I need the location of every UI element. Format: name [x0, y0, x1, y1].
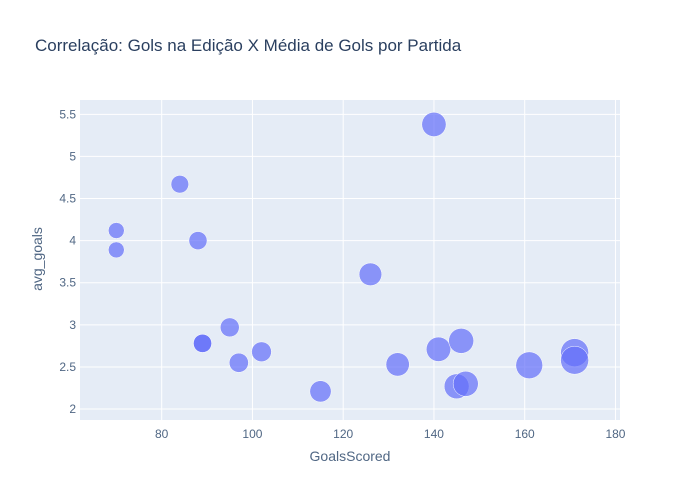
y-tick-label: 2 — [69, 402, 76, 416]
data-point — [251, 341, 272, 362]
data-point — [220, 317, 240, 338]
x-tick-label: 100 — [242, 427, 262, 441]
data-point — [309, 380, 332, 403]
y-tick-label: 3 — [69, 318, 76, 332]
y-axis-title: avg_goals — [29, 227, 45, 291]
x-tick-label: 120 — [333, 427, 353, 441]
data-point — [170, 175, 189, 194]
y-tick-label: 4.5 — [59, 192, 76, 206]
data-point — [452, 370, 479, 397]
y-tick-label: 4 — [69, 234, 76, 248]
chart-title: Correlação: Gols na Edição X Média de Go… — [35, 36, 462, 55]
data-point — [560, 345, 589, 375]
data-point — [108, 241, 125, 259]
data-point — [358, 262, 383, 286]
data-point — [515, 351, 543, 379]
data-points — [108, 112, 589, 403]
x-tick-label: 180 — [605, 427, 625, 441]
data-point — [193, 333, 212, 353]
x-axis-title: GoalsScored — [310, 448, 391, 464]
x-tick-label: 160 — [515, 427, 535, 441]
y-tick-label: 5 — [69, 149, 76, 163]
data-point — [448, 328, 474, 354]
x-tick-label: 80 — [155, 427, 169, 441]
x-tick-label: 140 — [424, 427, 444, 441]
gridlines — [80, 100, 620, 420]
data-point — [188, 231, 208, 250]
x-axis-ticks: 80 100 120 140 160 180 — [155, 427, 626, 441]
y-tick-label: 5.5 — [59, 107, 76, 121]
data-point — [385, 352, 410, 377]
data-point — [421, 112, 447, 137]
y-axis-ticks: 2 2.5 3 3.5 4 4.5 5 5.5 — [59, 107, 76, 416]
data-point — [108, 222, 125, 239]
y-tick-label: 2.5 — [59, 360, 76, 374]
data-point — [228, 352, 249, 373]
y-tick-label: 3.5 — [59, 276, 76, 290]
data-point — [426, 336, 451, 362]
